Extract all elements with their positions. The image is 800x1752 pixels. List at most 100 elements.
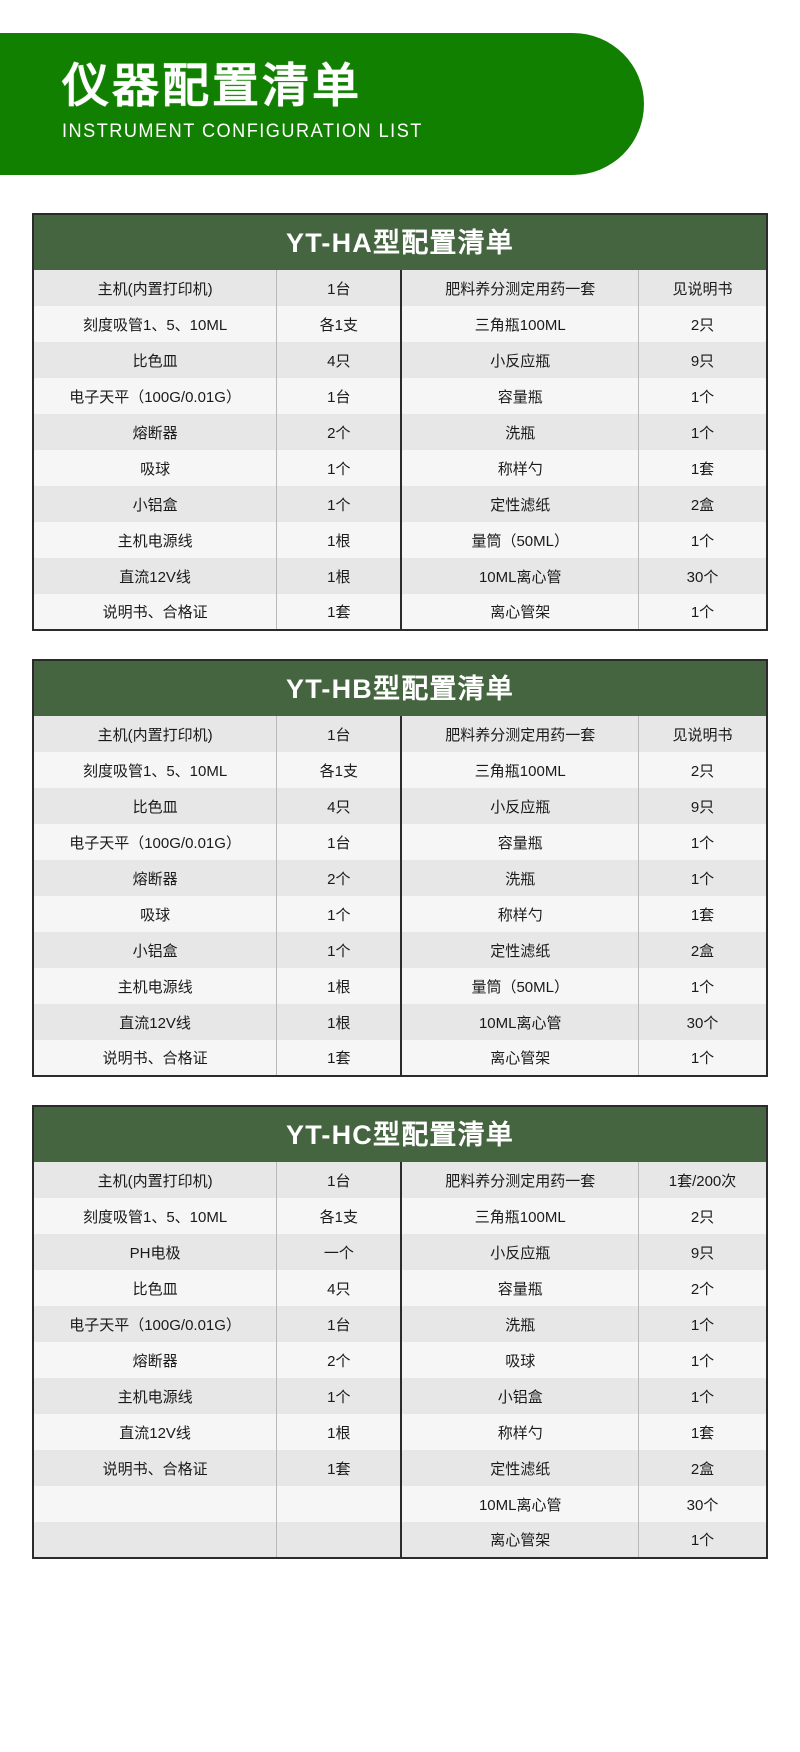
item-name-left: 说明书、合格证 — [33, 1040, 278, 1076]
item-qty-right: 见说明书 — [638, 716, 767, 752]
page-banner-wrapper: 仪器配置清单 INSTRUMENT CONFIGURATION LIST — [0, 0, 800, 175]
table-row: 电子天平（100G/0.01G） 1台 洗瓶 1个 — [33, 1306, 767, 1342]
item-qty-right: 1个 — [638, 594, 767, 630]
item-qty-left: 1个 — [276, 932, 403, 968]
item-qty-left — [276, 1522, 403, 1558]
item-qty-left: 1根 — [276, 522, 403, 558]
table-row: 主机电源线 1根 量筒（50ML） 1个 — [33, 968, 767, 1004]
item-name-left: 直流12V线 — [33, 1414, 278, 1450]
item-name-right: 10ML离心管 — [401, 558, 640, 594]
item-name-left: 主机电源线 — [33, 522, 278, 558]
config-table: YT-HB型配置清单 主机(内置打印机) 1台 肥料养分测定用药一套 见说明书 刻度吸管1… — [32, 659, 768, 1077]
table-row: 刻度吸管1、5、10ML 各1支 三角瓶100ML 2只 — [33, 306, 767, 342]
item-name-left: 熔断器 — [33, 414, 278, 450]
item-qty-right: 2盒 — [638, 1450, 767, 1486]
item-name-right: 容量瓶 — [401, 824, 640, 860]
item-name-left: 比色皿 — [33, 788, 278, 824]
item-name-left: 小铝盒 — [33, 932, 278, 968]
item-qty-right: 2只 — [638, 306, 767, 342]
item-qty-left: 2个 — [276, 414, 403, 450]
page-title-en: INSTRUMENT CONFIGURATION LIST — [62, 119, 423, 142]
table-row: 熔断器 2个 吸球 1个 — [33, 1342, 767, 1378]
table-row: 小铝盒 1个 定性滤纸 2盒 — [33, 932, 767, 968]
item-qty-right: 1套 — [638, 1414, 767, 1450]
item-qty-left: 1台 — [276, 378, 403, 414]
item-name-right: 称样勺 — [401, 896, 640, 932]
item-name-left: 电子天平（100G/0.01G） — [33, 1306, 278, 1342]
table-row: PH电极 一个 小反应瓶 9只 — [33, 1234, 767, 1270]
item-qty-left: 1根 — [276, 968, 403, 1004]
item-qty-left: 1台 — [276, 270, 403, 306]
table-row: 主机电源线 1个 小铝盒 1个 — [33, 1378, 767, 1414]
table-header-row: YT-HB型配置清单 — [33, 660, 767, 716]
item-name-left: 吸球 — [33, 450, 278, 486]
item-qty-right: 30个 — [638, 1004, 767, 1040]
item-name-right: 吸球 — [401, 1342, 640, 1378]
item-qty-left: 1套 — [276, 594, 403, 630]
page-title-cn: 仪器配置清单 — [62, 59, 362, 113]
table-row: 刻度吸管1、5、10ML 各1支 三角瓶100ML 2只 — [33, 1198, 767, 1234]
item-qty-right: 1套/200次 — [638, 1162, 767, 1198]
item-qty-right: 1个 — [638, 522, 767, 558]
item-qty-right: 9只 — [638, 1234, 767, 1270]
table-row: 比色皿 4只 容量瓶 2个 — [33, 1270, 767, 1306]
item-qty-right: 1个 — [638, 378, 767, 414]
item-qty-left: 2个 — [276, 860, 403, 896]
table-row: 主机电源线 1根 量筒（50ML） 1个 — [33, 522, 767, 558]
item-name-right: 三角瓶100ML — [401, 752, 640, 788]
item-qty-left: 4只 — [276, 342, 403, 378]
item-name-right: 肥料养分测定用药一套 — [401, 270, 640, 306]
item-name-right: 称样勺 — [401, 1414, 640, 1450]
item-name-left: 主机电源线 — [33, 1378, 278, 1414]
item-name-left: 主机(内置打印机) — [33, 1162, 278, 1198]
item-qty-left: 1台 — [276, 824, 403, 860]
item-name-left: 主机(内置打印机) — [33, 716, 278, 752]
item-qty-left: 1台 — [276, 716, 403, 752]
item-qty-left: 1根 — [276, 558, 403, 594]
table-row: 离心管架 1个 — [33, 1522, 767, 1558]
config-table: YT-HA型配置清单 主机(内置打印机) 1台 肥料养分测定用药一套 见说明书 刻度吸管1… — [32, 213, 768, 631]
table-title: YT-HA型配置清单 — [33, 214, 767, 270]
item-qty-right: 1个 — [638, 414, 767, 450]
item-qty-left — [276, 1486, 403, 1522]
table-row: 吸球 1个 称样勺 1套 — [33, 896, 767, 932]
table-row: 主机(内置打印机) 1台 肥料养分测定用药一套 见说明书 — [33, 270, 767, 306]
item-name-right: 洗瓶 — [401, 1306, 640, 1342]
table-row: 比色皿 4只 小反应瓶 9只 — [33, 342, 767, 378]
item-name-left: 刻度吸管1、5、10ML — [33, 1198, 278, 1234]
table-row: 主机(内置打印机) 1台 肥料养分测定用药一套 1套/200次 — [33, 1162, 767, 1198]
table-row: 10ML离心管 30个 — [33, 1486, 767, 1522]
item-qty-left: 一个 — [276, 1234, 403, 1270]
item-name-left: 说明书、合格证 — [33, 594, 278, 630]
item-qty-right: 30个 — [638, 558, 767, 594]
item-name-right: 肥料养分测定用药一套 — [401, 716, 640, 752]
table-title: YT-HC型配置清单 — [33, 1106, 767, 1162]
table-header-row: YT-HA型配置清单 — [33, 214, 767, 270]
item-qty-left: 1根 — [276, 1414, 403, 1450]
item-qty-right: 2个 — [638, 1270, 767, 1306]
item-name-left: 说明书、合格证 — [33, 1450, 278, 1486]
item-qty-left: 4只 — [276, 788, 403, 824]
item-qty-left: 1个 — [276, 486, 403, 522]
item-qty-left: 2个 — [276, 1342, 403, 1378]
item-qty-right: 1个 — [638, 1342, 767, 1378]
item-qty-right: 1个 — [638, 1522, 767, 1558]
item-qty-right: 1套 — [638, 450, 767, 486]
item-qty-right: 1个 — [638, 968, 767, 1004]
table-row: 小铝盒 1个 定性滤纸 2盒 — [33, 486, 767, 522]
configuration-tables: YT-HA型配置清单 主机(内置打印机) 1台 肥料养分测定用药一套 见说明书 刻度吸管1… — [0, 213, 800, 1559]
item-name-left: 主机电源线 — [33, 968, 278, 1004]
table-header-row: YT-HC型配置清单 — [33, 1106, 767, 1162]
table-row: 熔断器 2个 洗瓶 1个 — [33, 414, 767, 450]
item-name-right: 定性滤纸 — [401, 932, 640, 968]
item-name-left — [33, 1522, 278, 1558]
item-qty-right: 2只 — [638, 752, 767, 788]
table-row: 说明书、合格证 1套 离心管架 1个 — [33, 1040, 767, 1076]
table-row: 吸球 1个 称样勺 1套 — [33, 450, 767, 486]
item-name-right: 三角瓶100ML — [401, 306, 640, 342]
table-row: 刻度吸管1、5、10ML 各1支 三角瓶100ML 2只 — [33, 752, 767, 788]
table-row: 比色皿 4只 小反应瓶 9只 — [33, 788, 767, 824]
item-name-left: 主机(内置打印机) — [33, 270, 278, 306]
item-qty-right: 2只 — [638, 1198, 767, 1234]
item-qty-left: 1个 — [276, 450, 403, 486]
